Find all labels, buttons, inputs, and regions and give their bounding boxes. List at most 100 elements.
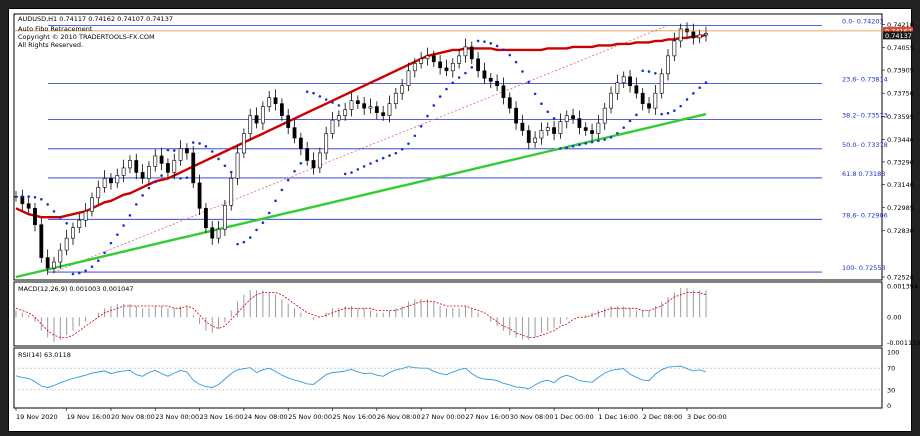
psar-dot bbox=[191, 141, 195, 144]
candle-body bbox=[77, 219, 82, 228]
psar-dot bbox=[103, 251, 106, 255]
candle-body bbox=[330, 119, 335, 134]
psar-dot bbox=[673, 109, 676, 112]
psar-dot bbox=[71, 272, 75, 276]
psar-dot bbox=[305, 90, 309, 94]
price-tick-label: 0.73140 bbox=[887, 181, 914, 189]
price-tick-label: 0.73595 bbox=[887, 113, 914, 121]
candle-body bbox=[39, 224, 44, 258]
candle-body bbox=[273, 97, 278, 104]
psar-dot bbox=[337, 104, 341, 107]
fib-level-label: 61.8 0.73183 bbox=[842, 170, 885, 178]
candle-body bbox=[267, 97, 272, 107]
psar-dot bbox=[654, 71, 657, 75]
psar-dot bbox=[52, 210, 56, 213]
moving-average-fast bbox=[15, 33, 707, 219]
psar-dot bbox=[134, 203, 138, 206]
candle-body bbox=[602, 107, 607, 124]
psar-dot bbox=[603, 138, 607, 141]
candle-body bbox=[58, 249, 63, 263]
psar-dot bbox=[698, 86, 701, 90]
psar-dot bbox=[217, 157, 220, 161]
candle-body bbox=[229, 178, 234, 206]
psar-dot bbox=[229, 170, 233, 174]
candle-body bbox=[197, 182, 202, 209]
indicator-name-label: Auto Fibo Retracement bbox=[18, 25, 93, 33]
candle-body bbox=[463, 46, 468, 57]
psar-dot bbox=[267, 211, 271, 215]
psar-dot bbox=[704, 81, 708, 84]
psar-dot bbox=[514, 60, 518, 64]
fib-level-label: 0.0- 0.74203 bbox=[842, 18, 884, 26]
psar-dot bbox=[400, 147, 404, 151]
psar-dot bbox=[375, 159, 379, 163]
candle-body bbox=[83, 210, 88, 221]
fib-level-label: 100- 0.72553 bbox=[842, 264, 886, 272]
candle-body bbox=[311, 160, 316, 169]
rsi-tick-label: 30 bbox=[887, 386, 895, 394]
time-tick-label: 19 Nov 16:00 bbox=[67, 413, 111, 421]
price-tick-label: 0.74055 bbox=[887, 44, 914, 52]
psar-dot bbox=[495, 44, 499, 48]
psar-dot bbox=[438, 95, 442, 98]
psar-dot bbox=[65, 221, 68, 225]
psar-dot bbox=[571, 145, 575, 148]
psar-dot bbox=[451, 81, 455, 85]
psar-dot bbox=[27, 195, 30, 198]
candle-body bbox=[545, 127, 550, 131]
candle-body bbox=[647, 103, 651, 109]
psar-dot bbox=[552, 117, 556, 120]
macd-tick-label: -0.001119 bbox=[887, 339, 920, 347]
candle-body bbox=[178, 148, 183, 161]
candle-body bbox=[520, 122, 525, 131]
candlesticks bbox=[14, 22, 708, 275]
candle-body bbox=[628, 76, 632, 87]
rsi-plot: 100 70 30 0 bbox=[14, 349, 899, 410]
candle-body bbox=[185, 148, 189, 154]
candle-body bbox=[204, 207, 208, 228]
candle-body bbox=[571, 115, 575, 119]
fib-level-label: 38.2- 0.73573 bbox=[842, 112, 888, 120]
candle-body bbox=[279, 103, 284, 116]
psar-dot bbox=[324, 98, 328, 101]
psar-dot bbox=[185, 176, 189, 179]
fib-level-label: 50.0- 0.73378 bbox=[842, 141, 888, 149]
rsi-pane[interactable] bbox=[13, 347, 883, 409]
main-pane[interactable] bbox=[13, 13, 883, 281]
candle-body bbox=[419, 58, 424, 64]
psar-dot bbox=[508, 53, 512, 57]
candle-body bbox=[26, 203, 31, 209]
psar-dot bbox=[179, 177, 182, 180]
time-tick-label: 1 Dec 16:00 bbox=[598, 413, 638, 421]
psar-dot bbox=[286, 178, 290, 182]
candle-body bbox=[102, 178, 107, 188]
price-badge bbox=[883, 31, 913, 40]
time-tick-label: 27 Nov 16:00 bbox=[465, 413, 509, 421]
psar-dot bbox=[172, 149, 176, 152]
candle-body bbox=[539, 130, 544, 139]
psar-dot bbox=[115, 233, 119, 236]
candle-body bbox=[653, 92, 658, 109]
candle-body bbox=[526, 130, 531, 143]
psar-dot bbox=[78, 271, 81, 275]
time-tick-label: 25 Nov 00:00 bbox=[288, 413, 332, 421]
macd-pane[interactable] bbox=[13, 281, 883, 347]
psar-dot bbox=[616, 131, 619, 135]
psar-dot bbox=[331, 101, 334, 104]
time-tick-label: 1 Dec 00:00 bbox=[554, 413, 594, 421]
psar-dot bbox=[369, 162, 372, 165]
fib-level-label: 78.6- 0.72906 bbox=[842, 211, 888, 219]
psar-dot bbox=[692, 92, 695, 95]
candle-body bbox=[115, 175, 120, 184]
time-tick-label: 24 Nov 08:00 bbox=[244, 413, 288, 421]
psar-dot bbox=[407, 142, 410, 145]
psar-dot bbox=[432, 104, 436, 107]
candle-body bbox=[659, 73, 664, 94]
candle-body bbox=[457, 55, 462, 64]
candle-body bbox=[615, 82, 620, 94]
candle-body bbox=[166, 163, 170, 173]
price-tick-label: 0.73440 bbox=[887, 136, 914, 144]
candle-body bbox=[697, 34, 702, 39]
